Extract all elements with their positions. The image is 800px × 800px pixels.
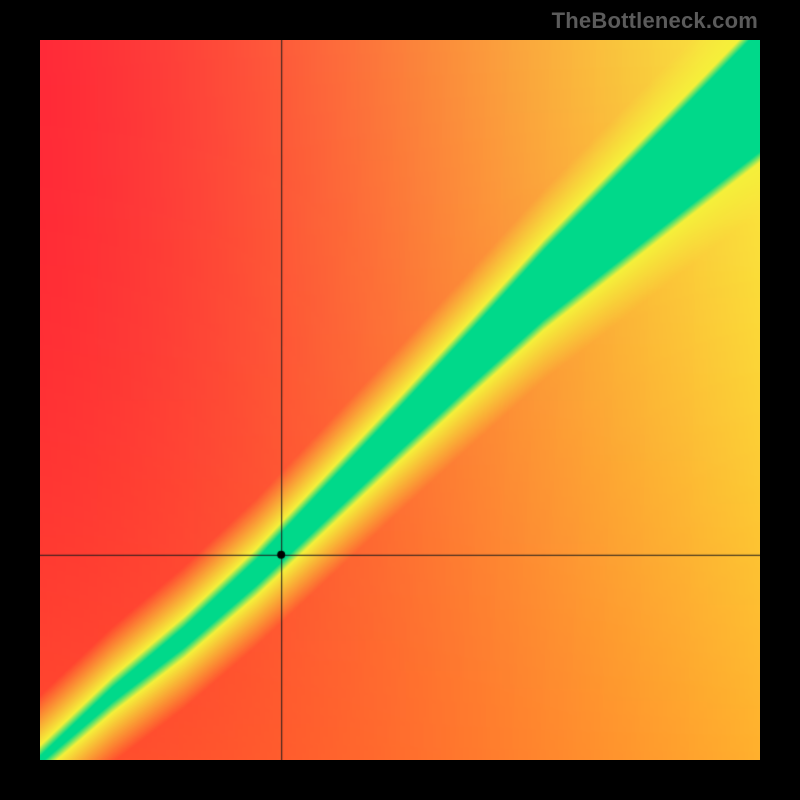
- chart-container: TheBottleneck.com: [0, 0, 800, 800]
- bottleneck-heatmap: [40, 40, 760, 760]
- watermark-text: TheBottleneck.com: [552, 8, 758, 34]
